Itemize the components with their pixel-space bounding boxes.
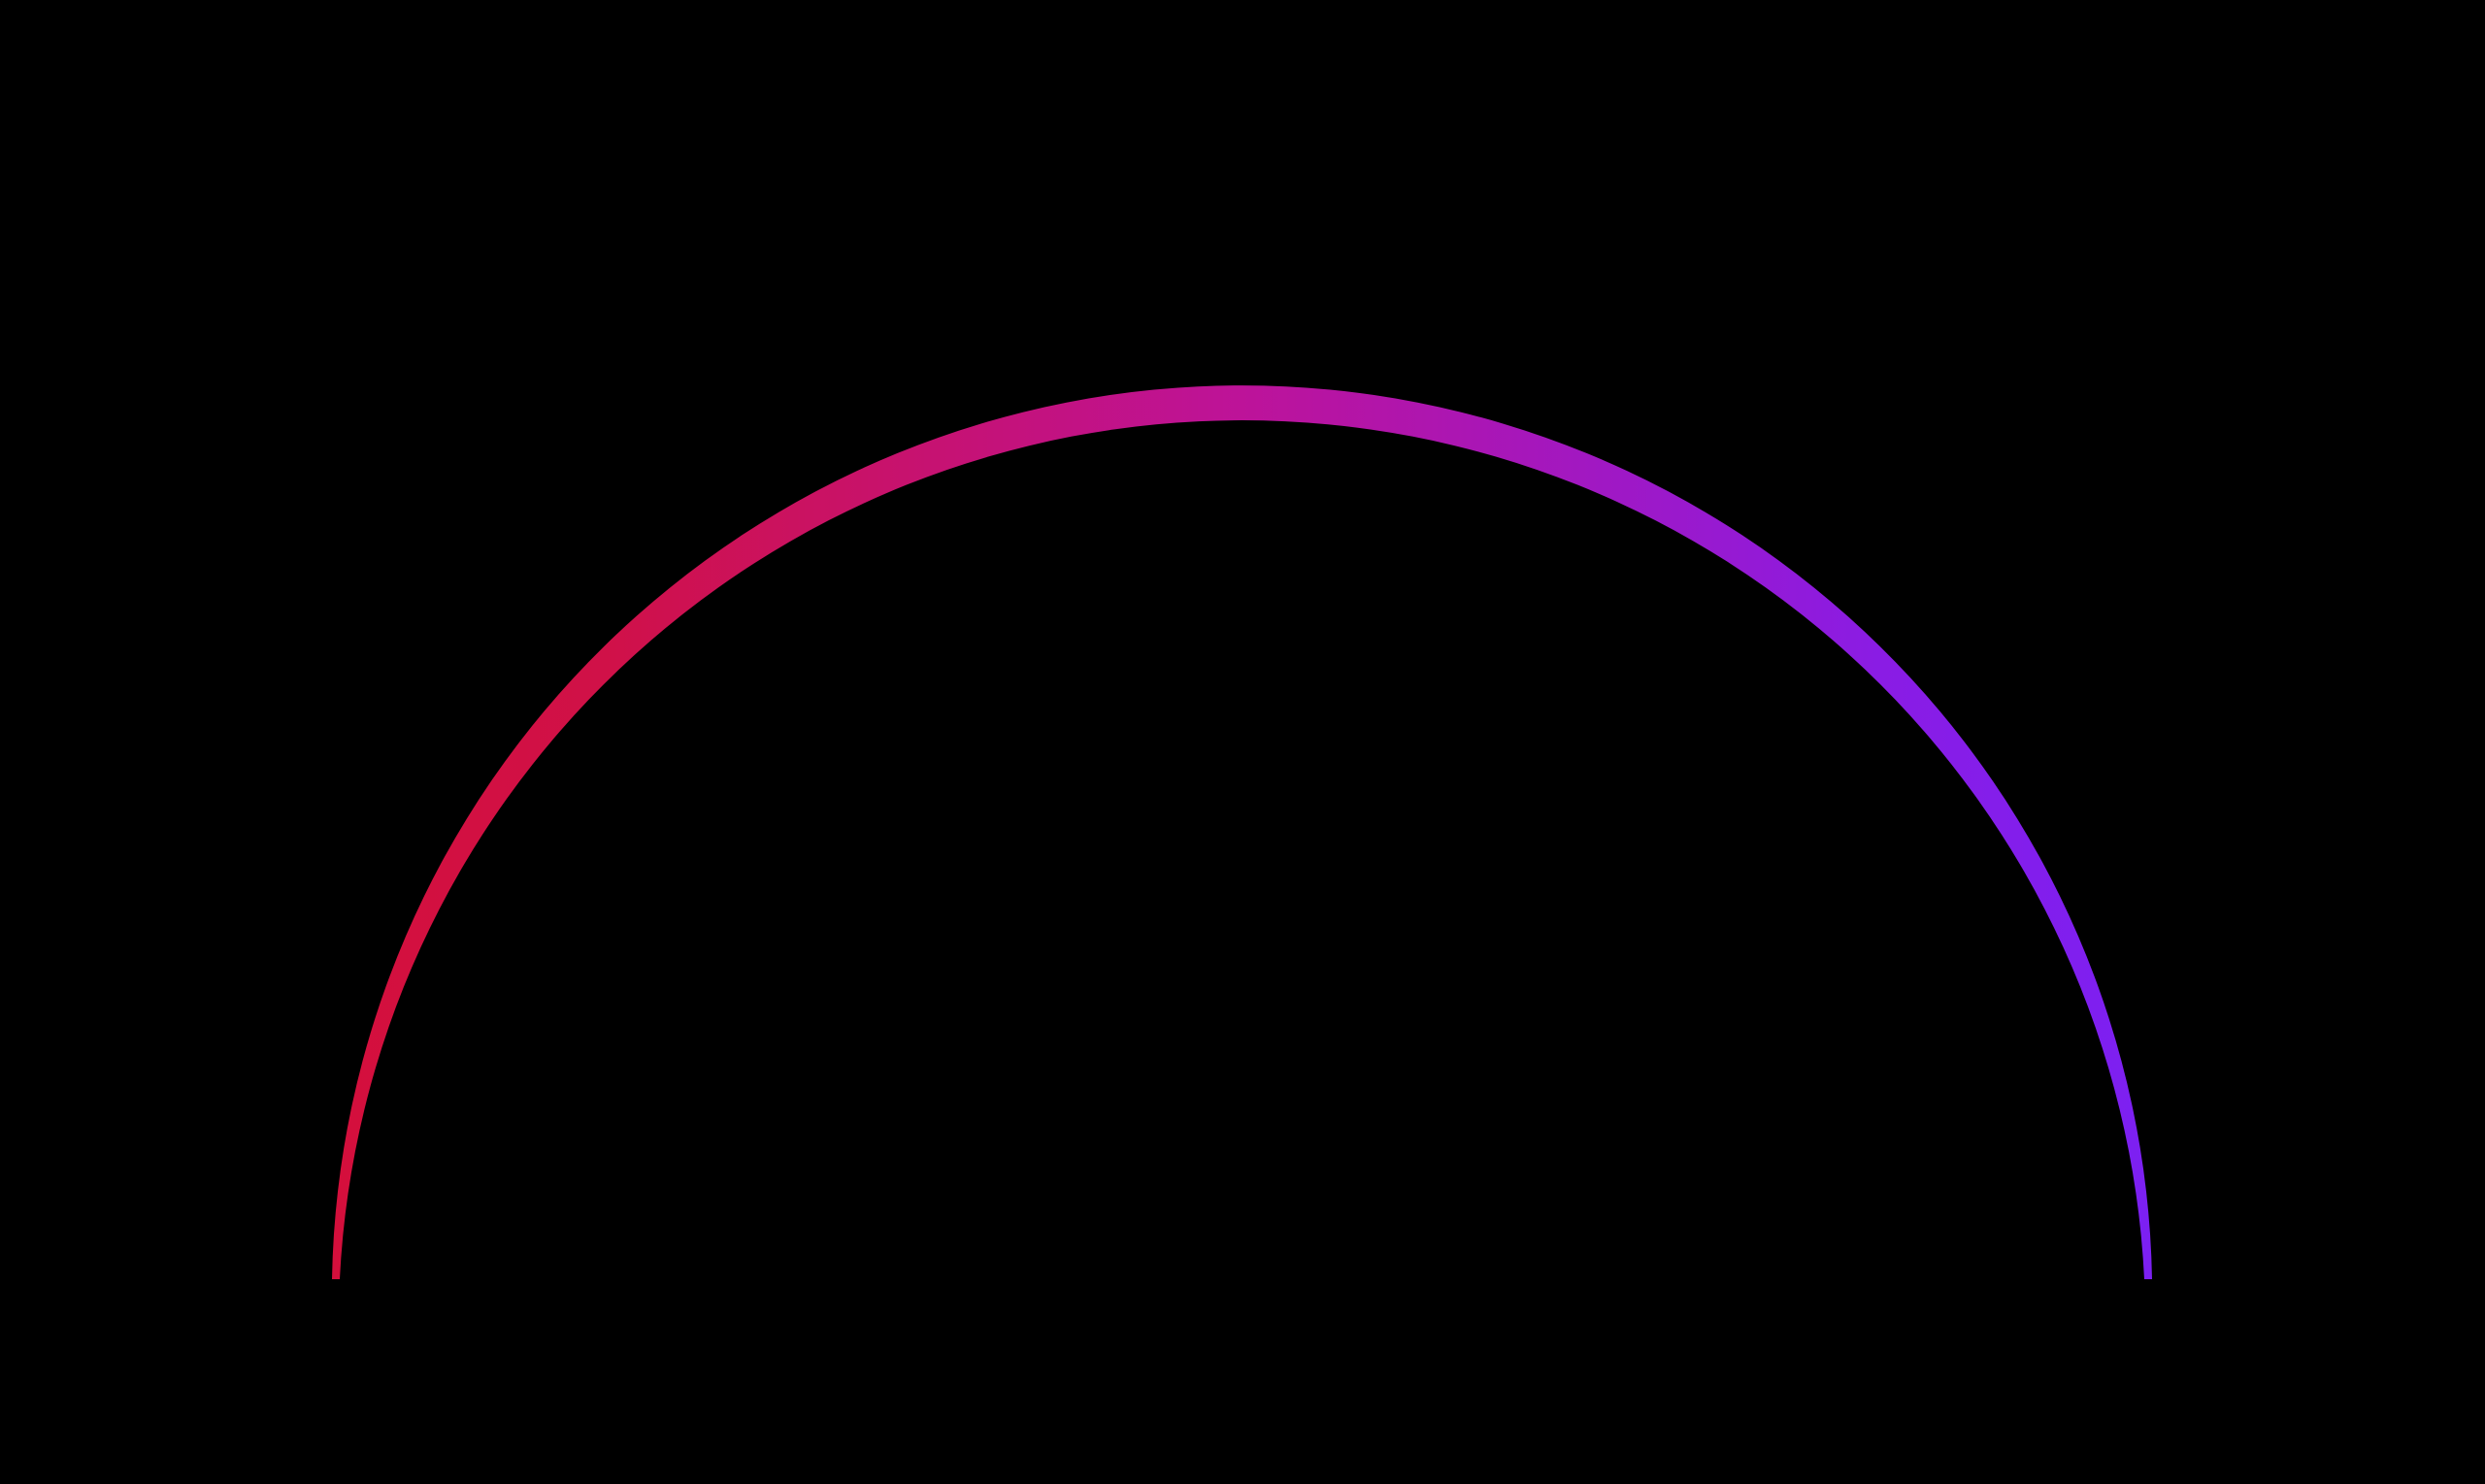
- background-fill: [0, 0, 2485, 1484]
- black-canvas: [0, 0, 2485, 1484]
- gradient-arc-figure: [0, 0, 2485, 1484]
